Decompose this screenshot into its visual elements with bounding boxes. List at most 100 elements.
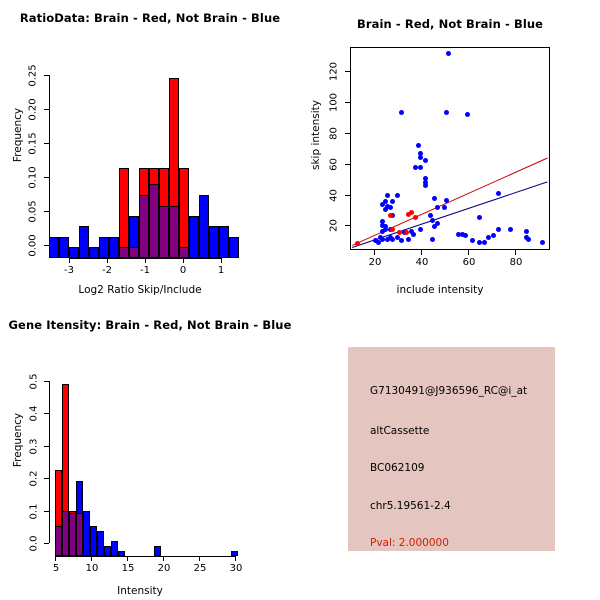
gene-histogram-title: Gene Itensity: Brain - Red, Not Brain - … bbox=[8, 318, 292, 332]
ratio-x-tick-4 bbox=[221, 258, 222, 263]
scatter-point bbox=[408, 210, 414, 216]
scatter-point bbox=[441, 205, 447, 211]
gene-x-tick-30 bbox=[235, 556, 236, 561]
histogram-bar-overlap bbox=[129, 247, 139, 258]
scatter-y-tick-120 bbox=[345, 71, 350, 72]
info-probe-id: G7130491@J936596_RC@i_at bbox=[370, 385, 528, 397]
gene-y-tick-2 bbox=[44, 478, 49, 479]
ratio-y-tick-label-5: 0.25 bbox=[27, 64, 39, 87]
scatter-y-tick-label-100: 100 bbox=[328, 92, 340, 113]
ratio-x-tick-0 bbox=[69, 258, 70, 263]
histogram-bar bbox=[118, 550, 126, 556]
scatter-y-tick-label-60: 60 bbox=[328, 158, 340, 171]
scatter-point bbox=[380, 202, 386, 208]
scatter-point bbox=[429, 236, 435, 242]
scatter-point bbox=[434, 220, 440, 226]
gene-histogram-y-axis bbox=[49, 381, 50, 543]
gene-x-tick-label-5: 5 bbox=[52, 563, 60, 574]
scatter-point bbox=[422, 158, 428, 164]
scatter-x-tick-80 bbox=[515, 250, 516, 255]
gene-x-tick-label-25: 25 bbox=[193, 563, 207, 574]
scatter-point bbox=[389, 227, 395, 233]
scatter-point bbox=[406, 236, 412, 242]
ratio-x-tick-label-3: 0 bbox=[179, 265, 187, 276]
histogram-bar bbox=[99, 237, 109, 258]
ratio-y-tick-5 bbox=[44, 75, 49, 76]
gene-x-tick-label-10: 10 bbox=[85, 563, 99, 574]
info-locus: chr5.19561-2.4 bbox=[370, 500, 451, 512]
scatter-x-axis-label: include intensity bbox=[396, 284, 484, 296]
scatter-point bbox=[427, 213, 433, 219]
histogram-bar-overlap bbox=[139, 194, 149, 258]
scatter-y-tick-label-40: 40 bbox=[328, 189, 340, 202]
histogram-bar bbox=[90, 525, 98, 556]
scatter-point bbox=[380, 228, 386, 234]
scatter-y-tick-60 bbox=[345, 164, 350, 165]
gene-histogram-panel: Gene Itensity: Brain - Red, Not Brain - … bbox=[0, 300, 300, 600]
scatter-point bbox=[540, 239, 546, 245]
scatter-point bbox=[476, 239, 482, 245]
histogram-bar-overlap bbox=[76, 512, 84, 556]
scatter-point bbox=[429, 217, 435, 223]
scatter-point bbox=[495, 227, 501, 233]
ratio-histogram-x-axis-label: Log2 Ratio Skip/Include bbox=[78, 284, 202, 296]
histogram-bar bbox=[179, 167, 189, 258]
gene-y-tick-label-3: 0.3 bbox=[28, 438, 40, 455]
ratio-y-tick-3 bbox=[44, 143, 49, 144]
histogram-bar bbox=[79, 226, 89, 258]
scatter-point bbox=[418, 227, 424, 233]
scatter-point bbox=[495, 191, 501, 197]
histogram-bar bbox=[109, 237, 119, 258]
histogram-bar-overlap bbox=[149, 184, 159, 258]
scatter-point bbox=[491, 233, 497, 239]
scatter-y-tick-label-20: 20 bbox=[328, 219, 340, 232]
gene-y-tick-5 bbox=[44, 381, 49, 382]
gene-y-tick-label-0: 0.0 bbox=[28, 535, 40, 552]
histogram-bar bbox=[89, 247, 99, 258]
scatter-point bbox=[455, 231, 461, 237]
histogram-bar-overlap bbox=[119, 247, 129, 258]
scatter-point bbox=[411, 231, 417, 237]
scatter-point bbox=[432, 224, 438, 230]
histogram-bar bbox=[97, 530, 105, 556]
histogram-bar bbox=[59, 237, 69, 258]
gene-info-panel: G7130491@J936596_RC@i_at altCassette BC0… bbox=[300, 300, 600, 600]
scatter-point bbox=[399, 238, 405, 244]
ratio-y-tick-label-2: 0.10 bbox=[27, 166, 39, 189]
scatter-point bbox=[465, 111, 471, 117]
scatter-point bbox=[354, 241, 360, 247]
scatter-x-tick-label-80: 80 bbox=[509, 257, 523, 268]
gene-y-tick-label-1: 0.1 bbox=[28, 503, 40, 520]
scatter-point bbox=[382, 206, 388, 212]
histogram-bar bbox=[229, 237, 239, 258]
gene-histogram-y-axis-label: Frequency bbox=[12, 412, 24, 468]
histogram-bar bbox=[49, 237, 59, 258]
gene-y-tick-label-5: 0.5 bbox=[28, 373, 40, 390]
info-pval: Pval: 2.000000 bbox=[370, 537, 449, 549]
gene-x-tick-10 bbox=[91, 556, 92, 561]
scatter-y-tick-label-80: 80 bbox=[328, 127, 340, 140]
scatter-point bbox=[415, 142, 421, 148]
ratio-x-tick-1 bbox=[107, 258, 108, 263]
scatter-point bbox=[382, 227, 388, 233]
scatter-point bbox=[413, 214, 419, 220]
scatter-panel: Brain - Red, Not Brain - Blue skip inten… bbox=[300, 0, 600, 300]
ratio-y-tick-2 bbox=[44, 177, 49, 178]
scatter-point bbox=[422, 175, 428, 181]
scatter-point bbox=[422, 180, 428, 186]
scatter-point bbox=[446, 50, 452, 56]
scatter-point bbox=[396, 230, 402, 236]
ratio-histogram-y-axis-label: Frequency bbox=[12, 107, 24, 163]
histogram-bar bbox=[209, 226, 219, 258]
gene-y-tick-label-4: 0.4 bbox=[28, 405, 40, 422]
scatter-point bbox=[481, 239, 487, 245]
scatter-point bbox=[408, 228, 414, 234]
scatter-point bbox=[486, 235, 492, 240]
info-accession: BC062109 bbox=[370, 462, 425, 474]
ratio-x-tick-label-4: 1 bbox=[217, 265, 225, 276]
scatter-point bbox=[387, 235, 393, 240]
scatter-point bbox=[443, 197, 449, 203]
scatter-point bbox=[403, 230, 409, 236]
histogram-bar bbox=[119, 167, 129, 258]
scatter-point bbox=[526, 236, 532, 242]
